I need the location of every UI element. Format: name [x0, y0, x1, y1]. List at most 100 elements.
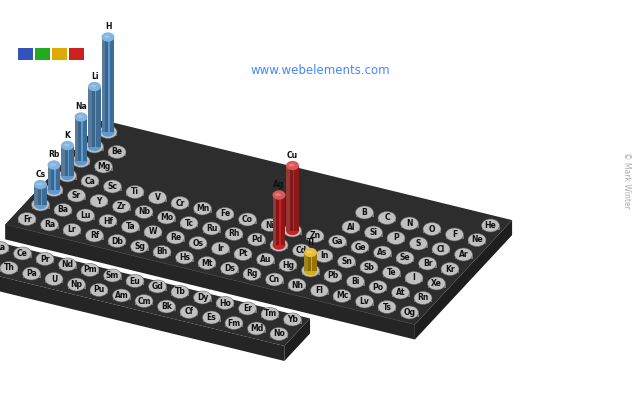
Polygon shape	[61, 146, 74, 176]
Polygon shape	[392, 292, 410, 296]
Polygon shape	[74, 117, 88, 161]
Polygon shape	[355, 302, 374, 306]
Text: Sm: Sm	[106, 271, 119, 280]
Ellipse shape	[266, 273, 284, 286]
Text: Os: Os	[193, 238, 204, 248]
Text: Sn: Sn	[341, 257, 352, 266]
Bar	[52, 48, 67, 60]
Ellipse shape	[175, 251, 193, 264]
Ellipse shape	[387, 232, 405, 244]
Ellipse shape	[315, 250, 333, 262]
Text: Fr: Fr	[23, 214, 31, 224]
Polygon shape	[88, 86, 95, 146]
Text: -Hydration enthalpy for metal ion M[I]: -Hydration enthalpy for metal ion M[I]	[189, 48, 451, 62]
Ellipse shape	[104, 180, 122, 193]
Polygon shape	[284, 318, 310, 361]
Ellipse shape	[423, 222, 441, 236]
Text: Mg: Mg	[97, 162, 110, 171]
Polygon shape	[360, 267, 378, 271]
Ellipse shape	[292, 244, 310, 257]
Ellipse shape	[144, 226, 162, 238]
Text: Br: Br	[423, 259, 432, 268]
Polygon shape	[74, 117, 79, 161]
Text: Zn: Zn	[309, 232, 321, 240]
Polygon shape	[113, 206, 131, 210]
Polygon shape	[410, 244, 428, 248]
Text: H: H	[105, 22, 111, 31]
Ellipse shape	[284, 224, 301, 237]
Ellipse shape	[148, 191, 166, 204]
Ellipse shape	[405, 272, 423, 284]
Polygon shape	[346, 282, 365, 286]
Polygon shape	[180, 223, 198, 227]
Polygon shape	[292, 250, 310, 254]
Bar	[35, 48, 50, 60]
Polygon shape	[70, 146, 74, 176]
Polygon shape	[34, 184, 40, 204]
Text: Be: Be	[111, 148, 122, 156]
Ellipse shape	[310, 284, 328, 297]
Text: Tb: Tb	[175, 288, 186, 296]
Ellipse shape	[257, 253, 275, 266]
Text: Tc: Tc	[184, 218, 193, 228]
Ellipse shape	[248, 322, 266, 335]
Text: Rg: Rg	[246, 270, 258, 278]
Polygon shape	[102, 37, 106, 132]
Text: Y: Y	[96, 196, 102, 206]
Ellipse shape	[18, 212, 36, 226]
Ellipse shape	[239, 302, 257, 315]
Text: Es: Es	[207, 313, 216, 322]
Ellipse shape	[148, 280, 166, 293]
Text: Rn: Rn	[417, 294, 429, 302]
Ellipse shape	[202, 311, 221, 324]
Ellipse shape	[328, 235, 346, 248]
Text: Al: Al	[347, 222, 355, 232]
Polygon shape	[401, 224, 419, 228]
Polygon shape	[239, 308, 257, 312]
Polygon shape	[193, 208, 211, 212]
Text: Ag: Ag	[273, 180, 285, 189]
Polygon shape	[81, 270, 99, 274]
Text: Yb: Yb	[287, 315, 298, 324]
Text: La: La	[0, 244, 5, 252]
Ellipse shape	[333, 290, 351, 302]
Polygon shape	[294, 166, 299, 230]
Ellipse shape	[284, 313, 301, 326]
Text: Nb: Nb	[138, 208, 150, 216]
Ellipse shape	[0, 262, 18, 274]
Polygon shape	[54, 210, 72, 214]
Text: Kr: Kr	[445, 264, 455, 274]
Text: Dy: Dy	[197, 293, 208, 302]
Polygon shape	[383, 272, 401, 276]
Ellipse shape	[72, 154, 90, 168]
Text: S: S	[416, 239, 421, 248]
Text: Gd: Gd	[152, 282, 163, 291]
Text: Cu: Cu	[287, 151, 298, 160]
Text: P: P	[393, 234, 399, 242]
Ellipse shape	[108, 146, 126, 158]
Text: He: He	[484, 221, 497, 230]
Ellipse shape	[86, 229, 104, 242]
Polygon shape	[387, 238, 405, 242]
Text: Md: Md	[250, 324, 263, 333]
Ellipse shape	[225, 316, 243, 330]
Polygon shape	[67, 284, 86, 288]
Text: Li: Li	[91, 72, 99, 81]
Polygon shape	[304, 252, 310, 270]
Text: Cf: Cf	[184, 308, 193, 316]
Polygon shape	[279, 265, 297, 269]
Polygon shape	[315, 256, 333, 260]
Ellipse shape	[441, 262, 459, 276]
Text: Po: Po	[372, 282, 383, 292]
Ellipse shape	[113, 289, 131, 302]
Polygon shape	[81, 117, 88, 161]
Text: Rb: Rb	[48, 150, 60, 159]
Text: F: F	[452, 230, 457, 239]
Ellipse shape	[153, 246, 171, 258]
Ellipse shape	[270, 238, 288, 252]
Ellipse shape	[306, 230, 324, 242]
Polygon shape	[67, 146, 74, 176]
Polygon shape	[374, 252, 392, 256]
Polygon shape	[324, 276, 342, 280]
Ellipse shape	[275, 193, 281, 196]
